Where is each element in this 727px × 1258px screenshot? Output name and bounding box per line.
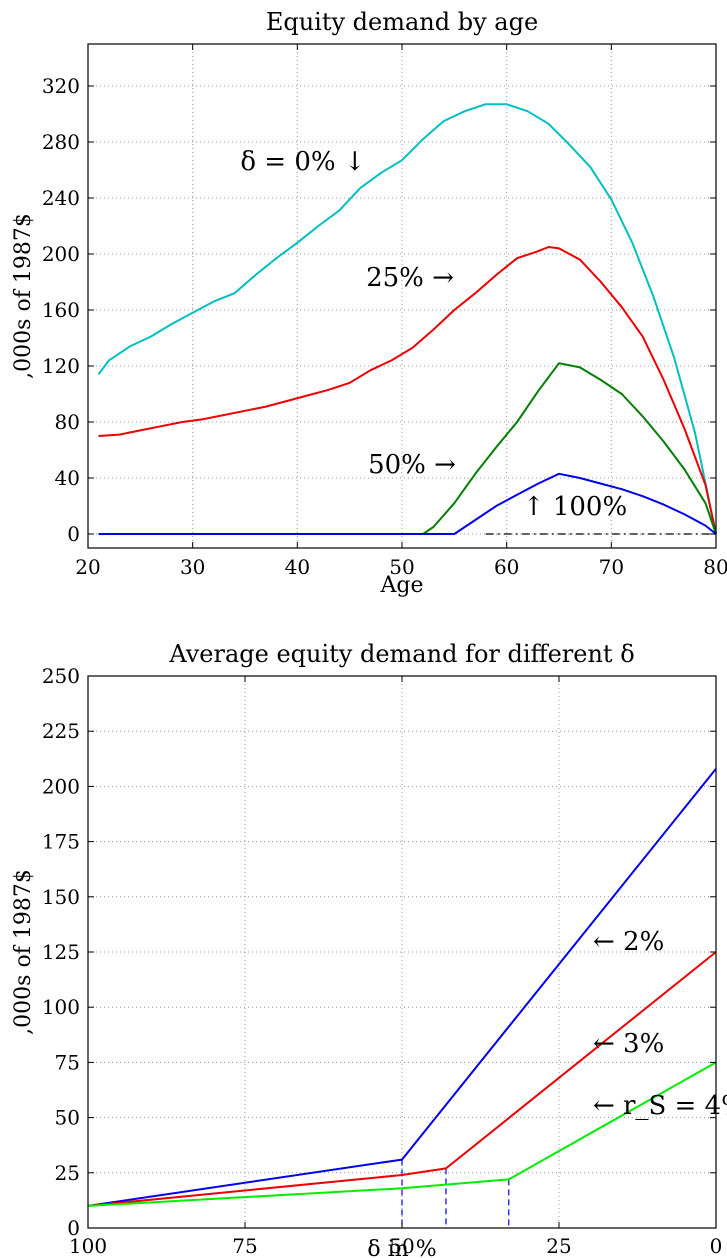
- x-tick-label: 75: [232, 1234, 257, 1258]
- chart-average-equity-by-delta: 100 75 50 25 00255075100125150175200225250Av…: [11, 640, 727, 1258]
- y-tick-label: 40: [55, 466, 80, 490]
- series-line-3: [98, 472, 717, 535]
- x-tick-label: 100: [69, 1234, 107, 1258]
- series-label-3: ↑ 100%: [523, 492, 627, 522]
- y-tick-label: 250: [42, 664, 80, 688]
- y-tick-label: 200: [42, 774, 80, 798]
- series-label-0: ← 2%: [593, 927, 664, 957]
- chart-title: Equity demand by age: [266, 8, 538, 36]
- x-tick-label: 30: [180, 555, 205, 579]
- x-axis-label: δ in %: [367, 1237, 436, 1258]
- x-tick-label: 50: [389, 555, 414, 579]
- y-tick-label: 280: [42, 130, 80, 154]
- y-tick-label: 80: [55, 410, 80, 434]
- y-tick-label: 225: [42, 719, 80, 743]
- y-tick-label: 0: [67, 1216, 80, 1240]
- y-tick-label: 50: [55, 1106, 80, 1130]
- series-label-1: ← 3%: [593, 1029, 664, 1059]
- y-tick-label: 75: [55, 1050, 80, 1074]
- y-tick-label: 0: [67, 522, 80, 546]
- y-tick-label: 120: [42, 354, 80, 378]
- y-tick-label: 100: [42, 995, 80, 1019]
- x-tick-label: 25: [546, 1234, 571, 1258]
- series-line-2: [98, 362, 717, 535]
- x-tick-label: 0: [710, 1234, 723, 1258]
- x-tick-label: 40: [285, 555, 310, 579]
- y-axis-label: ,000s of 1987$: [11, 213, 36, 379]
- chart-equity-by-age: 20 30 40 50 60 70 80 0 40 80 120 160 200 240 280 320 Equ…: [11, 8, 727, 598]
- series-label-2: ← r_S = 4%: [593, 1091, 727, 1121]
- y-axis-label: ,000s of 1987$: [11, 869, 36, 1035]
- series-label-1: 25% →: [366, 263, 454, 293]
- x-tick-label: 50: [389, 1234, 414, 1258]
- y-tick-label: 320: [42, 74, 80, 98]
- y-tick-label: 25: [55, 1161, 80, 1185]
- series-line-0: [97, 103, 717, 535]
- x-axis-label: Age: [380, 573, 424, 598]
- series-label-2: 50% →: [368, 450, 456, 480]
- series-line-2: [87, 1061, 717, 1207]
- x-tick-label: 70: [599, 555, 624, 579]
- y-tick-label: 160: [42, 298, 80, 322]
- y-tick-label: 125: [42, 940, 80, 964]
- x-tick-label: 80: [703, 555, 727, 579]
- y-tick-label: 240: [42, 186, 80, 210]
- x-tick-label: 20: [75, 555, 100, 579]
- y-tick-label: 200: [42, 242, 80, 266]
- series-label-0: δ = 0% ↓: [240, 147, 365, 177]
- y-tick-label: 150: [42, 885, 80, 909]
- series-line-1: [98, 246, 717, 535]
- chart-title: Average equity demand for different δ: [168, 640, 634, 668]
- series-line-1: [87, 951, 717, 1207]
- y-tick-label: 175: [42, 830, 80, 854]
- x-tick-label: 60: [494, 555, 519, 579]
- series-line-0: [87, 768, 717, 1207]
